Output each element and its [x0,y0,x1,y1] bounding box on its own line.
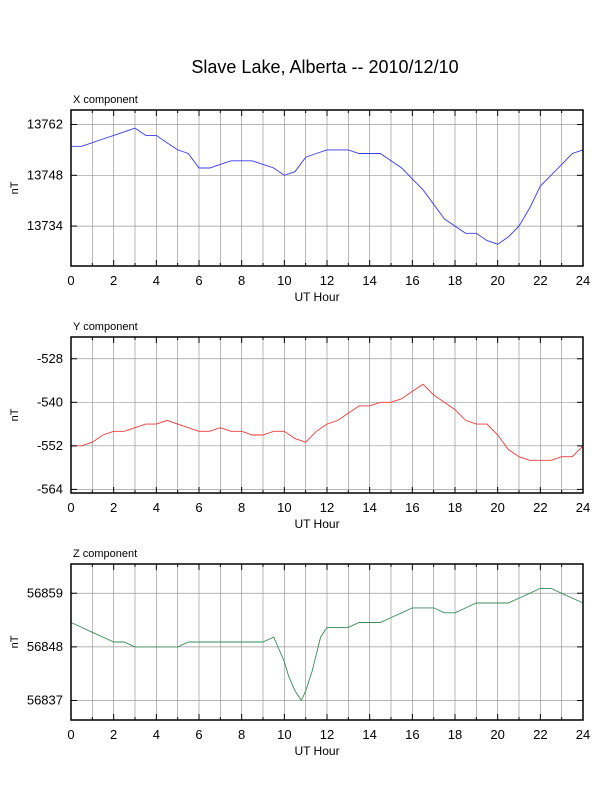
x-tick-label: 10 [277,727,291,742]
x-tick-label: 22 [533,273,547,288]
x-tick-label: 12 [320,273,334,288]
x-tick-label: 22 [533,727,547,742]
x-tick-label: 4 [153,727,160,742]
x-tick-label: 16 [405,500,419,515]
x-tick-label: 12 [320,727,334,742]
y-tick-label: 56848 [27,639,63,654]
x-tick-label: 4 [153,273,160,288]
x-axis-label: UT Hour [294,290,339,304]
x-tick-label: 18 [448,273,462,288]
x-tick-label: 2 [110,500,117,515]
x-tick-label: 20 [490,727,504,742]
x-tick-label: 14 [362,500,376,515]
x-tick-label: 0 [67,273,74,288]
y-axis-label: nT [9,408,21,421]
y-tick-label: 56837 [27,693,63,708]
x-tick-label: 24 [576,727,590,742]
x-tick-label: 18 [448,500,462,515]
x-axis-label: UT Hour [294,517,339,531]
x-tick-label: 14 [362,727,376,742]
x-tick-label: 2 [110,727,117,742]
x-tick-label: 12 [320,500,334,515]
y-tick-label: -552 [37,438,63,453]
x-tick-label: 6 [195,273,202,288]
x-axis-label: UT Hour [294,744,339,758]
x-tick-label: 4 [153,500,160,515]
y-tick-label: 56859 [27,585,63,600]
x-tick-label: 8 [238,727,245,742]
x-tick-label: 6 [195,500,202,515]
y-tick-label: 13748 [27,167,63,182]
data-series-line-z [70,587,584,702]
y-tick-label: -528 [37,351,63,366]
x-tick-label: 10 [277,273,291,288]
y-tick-label: 13734 [27,218,63,233]
x-tick-label: 10 [277,500,291,515]
x-tick-label: 14 [362,273,376,288]
panel-title: X component [73,94,138,106]
y-axis-label: nT [9,635,21,648]
y-tick-label: -540 [37,394,63,409]
x-tick-label: 16 [405,273,419,288]
panel-title: Z component [73,548,137,560]
data-series-line-x [71,127,584,245]
x-tick-label: 22 [533,500,547,515]
y-tick-label: 13762 [27,117,63,132]
x-tick-label: 8 [238,273,245,288]
x-tick-label: 2 [110,273,117,288]
x-tick-label: 8 [238,500,245,515]
x-tick-label: 18 [448,727,462,742]
x-tick-label: 24 [576,273,590,288]
x-tick-label: 6 [195,727,202,742]
y-axis-label: nT [9,181,21,194]
x-tick-label: 16 [405,727,419,742]
panel-title: Y component [73,321,138,333]
page-title: Slave Lake, Alberta -- 2010/12/10 [191,57,459,77]
x-tick-label: 0 [67,727,74,742]
x-tick-label: 20 [490,273,504,288]
y-tick-label: -564 [37,481,63,496]
x-tick-label: 20 [490,500,504,515]
x-tick-label: 24 [576,500,590,515]
x-tick-label: 0 [67,500,74,515]
data-series-line-y [71,383,584,461]
